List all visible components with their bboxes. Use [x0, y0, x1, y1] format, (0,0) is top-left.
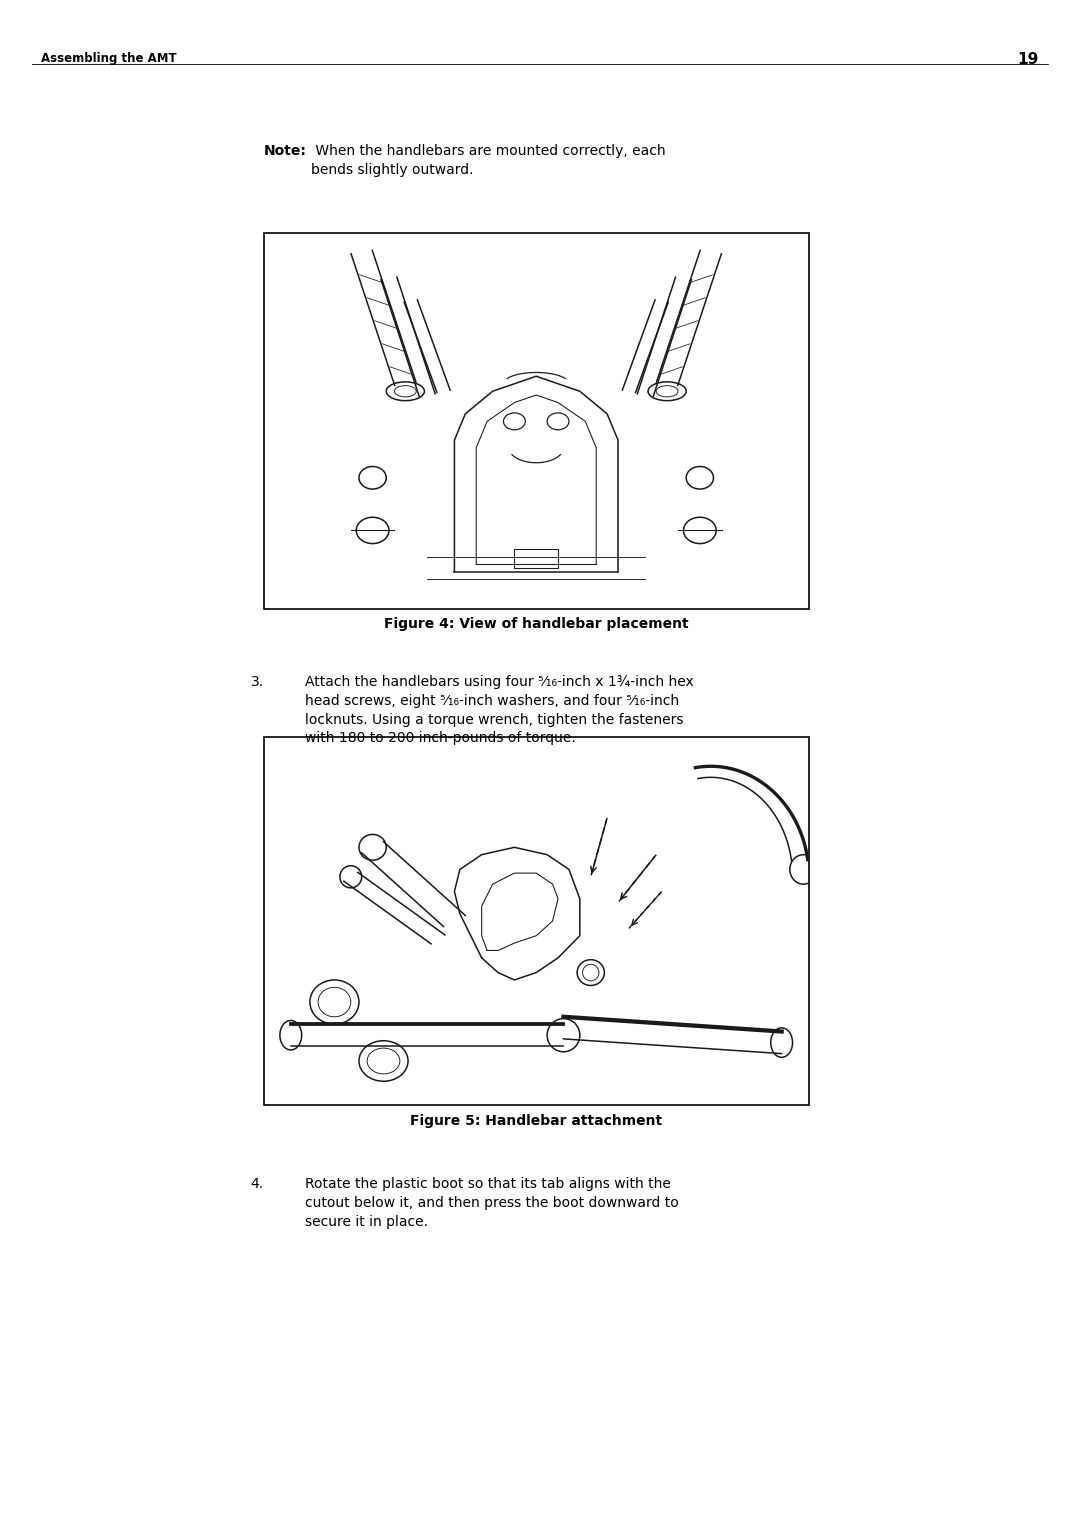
Text: 3.: 3. — [251, 675, 264, 689]
Text: 4.: 4. — [251, 1177, 264, 1191]
Text: When the handlebars are mounted correctly, each
bends slightly outward.: When the handlebars are mounted correctl… — [311, 144, 665, 177]
Text: Attach the handlebars using four ⁵⁄₁₆-inch x 1¾-inch hex
head screws, eight ⁵⁄₁₆: Attach the handlebars using four ⁵⁄₁₆-in… — [305, 675, 693, 746]
Text: 19: 19 — [1017, 52, 1039, 68]
Bar — [264, 233, 809, 609]
Bar — [264, 737, 809, 1105]
Text: Rotate the plastic boot so that its tab aligns with the
cutout below it, and the: Rotate the plastic boot so that its tab … — [305, 1177, 678, 1228]
Text: Figure 5: Handlebar attachment: Figure 5: Handlebar attachment — [410, 1114, 662, 1128]
Text: Note:: Note: — [264, 144, 307, 158]
Text: Assembling the AMT: Assembling the AMT — [41, 52, 177, 64]
Bar — [514, 550, 558, 568]
Text: Figure 4: View of handlebar placement: Figure 4: View of handlebar placement — [383, 617, 689, 631]
